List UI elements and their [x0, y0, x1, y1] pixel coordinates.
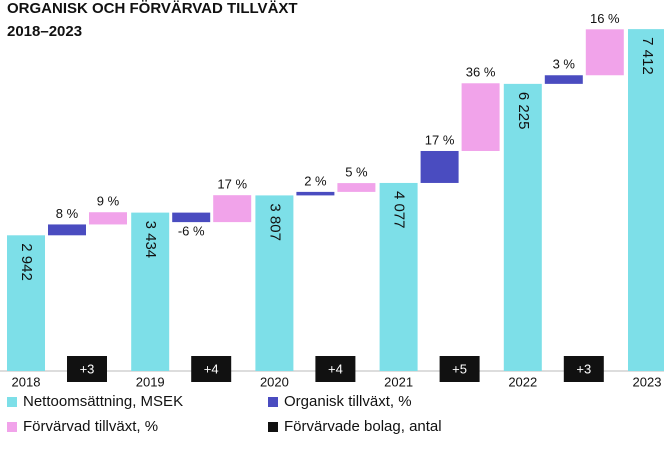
- segment: [296, 191, 335, 196]
- segment-label: 16 %: [590, 11, 620, 26]
- count-box: [439, 356, 480, 382]
- legend-swatch: [268, 397, 278, 407]
- segment: [213, 195, 252, 223]
- x-tick-label: 2020: [260, 374, 289, 389]
- count-label: +5: [452, 361, 467, 376]
- bar: [628, 29, 664, 372]
- segment-label: -6 %: [178, 224, 205, 239]
- bar-label: 4 077: [391, 191, 408, 229]
- bar-label: 3 807: [266, 203, 283, 241]
- legend-label: Nettoomsättning, MSEK: [23, 393, 183, 410]
- count-label: +4: [204, 361, 219, 376]
- legend-swatch: [268, 422, 278, 432]
- segment: [461, 83, 500, 151]
- chart-subtitle: 2018–2023: [7, 23, 82, 40]
- bar: [131, 212, 170, 371]
- segment: [337, 183, 376, 192]
- legend-swatch: [7, 397, 17, 407]
- x-tick-label: 2022: [508, 374, 537, 389]
- bar: [379, 182, 418, 371]
- bar-label: 7 412: [639, 37, 656, 75]
- segment: [172, 212, 211, 223]
- count-box: [563, 356, 604, 382]
- x-tick-label: 2019: [136, 374, 165, 389]
- segment: [89, 212, 127, 225]
- segment: [48, 224, 86, 236]
- segment-label: 17 %: [217, 177, 247, 192]
- count-box: [191, 356, 232, 382]
- segment-label: 5 %: [345, 165, 368, 180]
- legend-swatch: [7, 422, 17, 432]
- segment-label: 9 %: [97, 194, 120, 209]
- bar-label: 3 434: [142, 221, 159, 259]
- legend-label: Förvärvad tillväxt, %: [23, 418, 158, 435]
- segment-label: 36 %: [466, 65, 496, 80]
- count-label: +3: [80, 361, 95, 376]
- count-label: +4: [328, 361, 343, 376]
- count-label: +3: [576, 361, 591, 376]
- x-tick-label: 2023: [633, 374, 662, 389]
- count-box: [315, 356, 356, 382]
- count-box: [67, 356, 107, 382]
- segment-label: 2 %: [304, 173, 327, 188]
- segment-label: 8 %: [56, 206, 79, 221]
- segment: [585, 29, 624, 76]
- bar-label: 6 225: [515, 92, 532, 130]
- bar: [7, 235, 45, 371]
- legend-label: Förvärvade bolag, antal: [284, 418, 442, 435]
- chart-title: ORGANISK OCH FÖRVÄRVAD TILLVÄXT: [7, 0, 298, 17]
- x-tick-label: 2018: [12, 374, 41, 389]
- segment-label: 3 %: [553, 57, 576, 72]
- x-tick-label: 2021: [384, 374, 413, 389]
- segment: [420, 150, 459, 183]
- segment-label: 17 %: [425, 132, 455, 147]
- legend-label: Organisk tillväxt, %: [284, 393, 412, 410]
- bar: [503, 83, 542, 371]
- bar: [255, 195, 294, 371]
- bar-label: 2 942: [18, 243, 35, 281]
- segment: [544, 75, 583, 84]
